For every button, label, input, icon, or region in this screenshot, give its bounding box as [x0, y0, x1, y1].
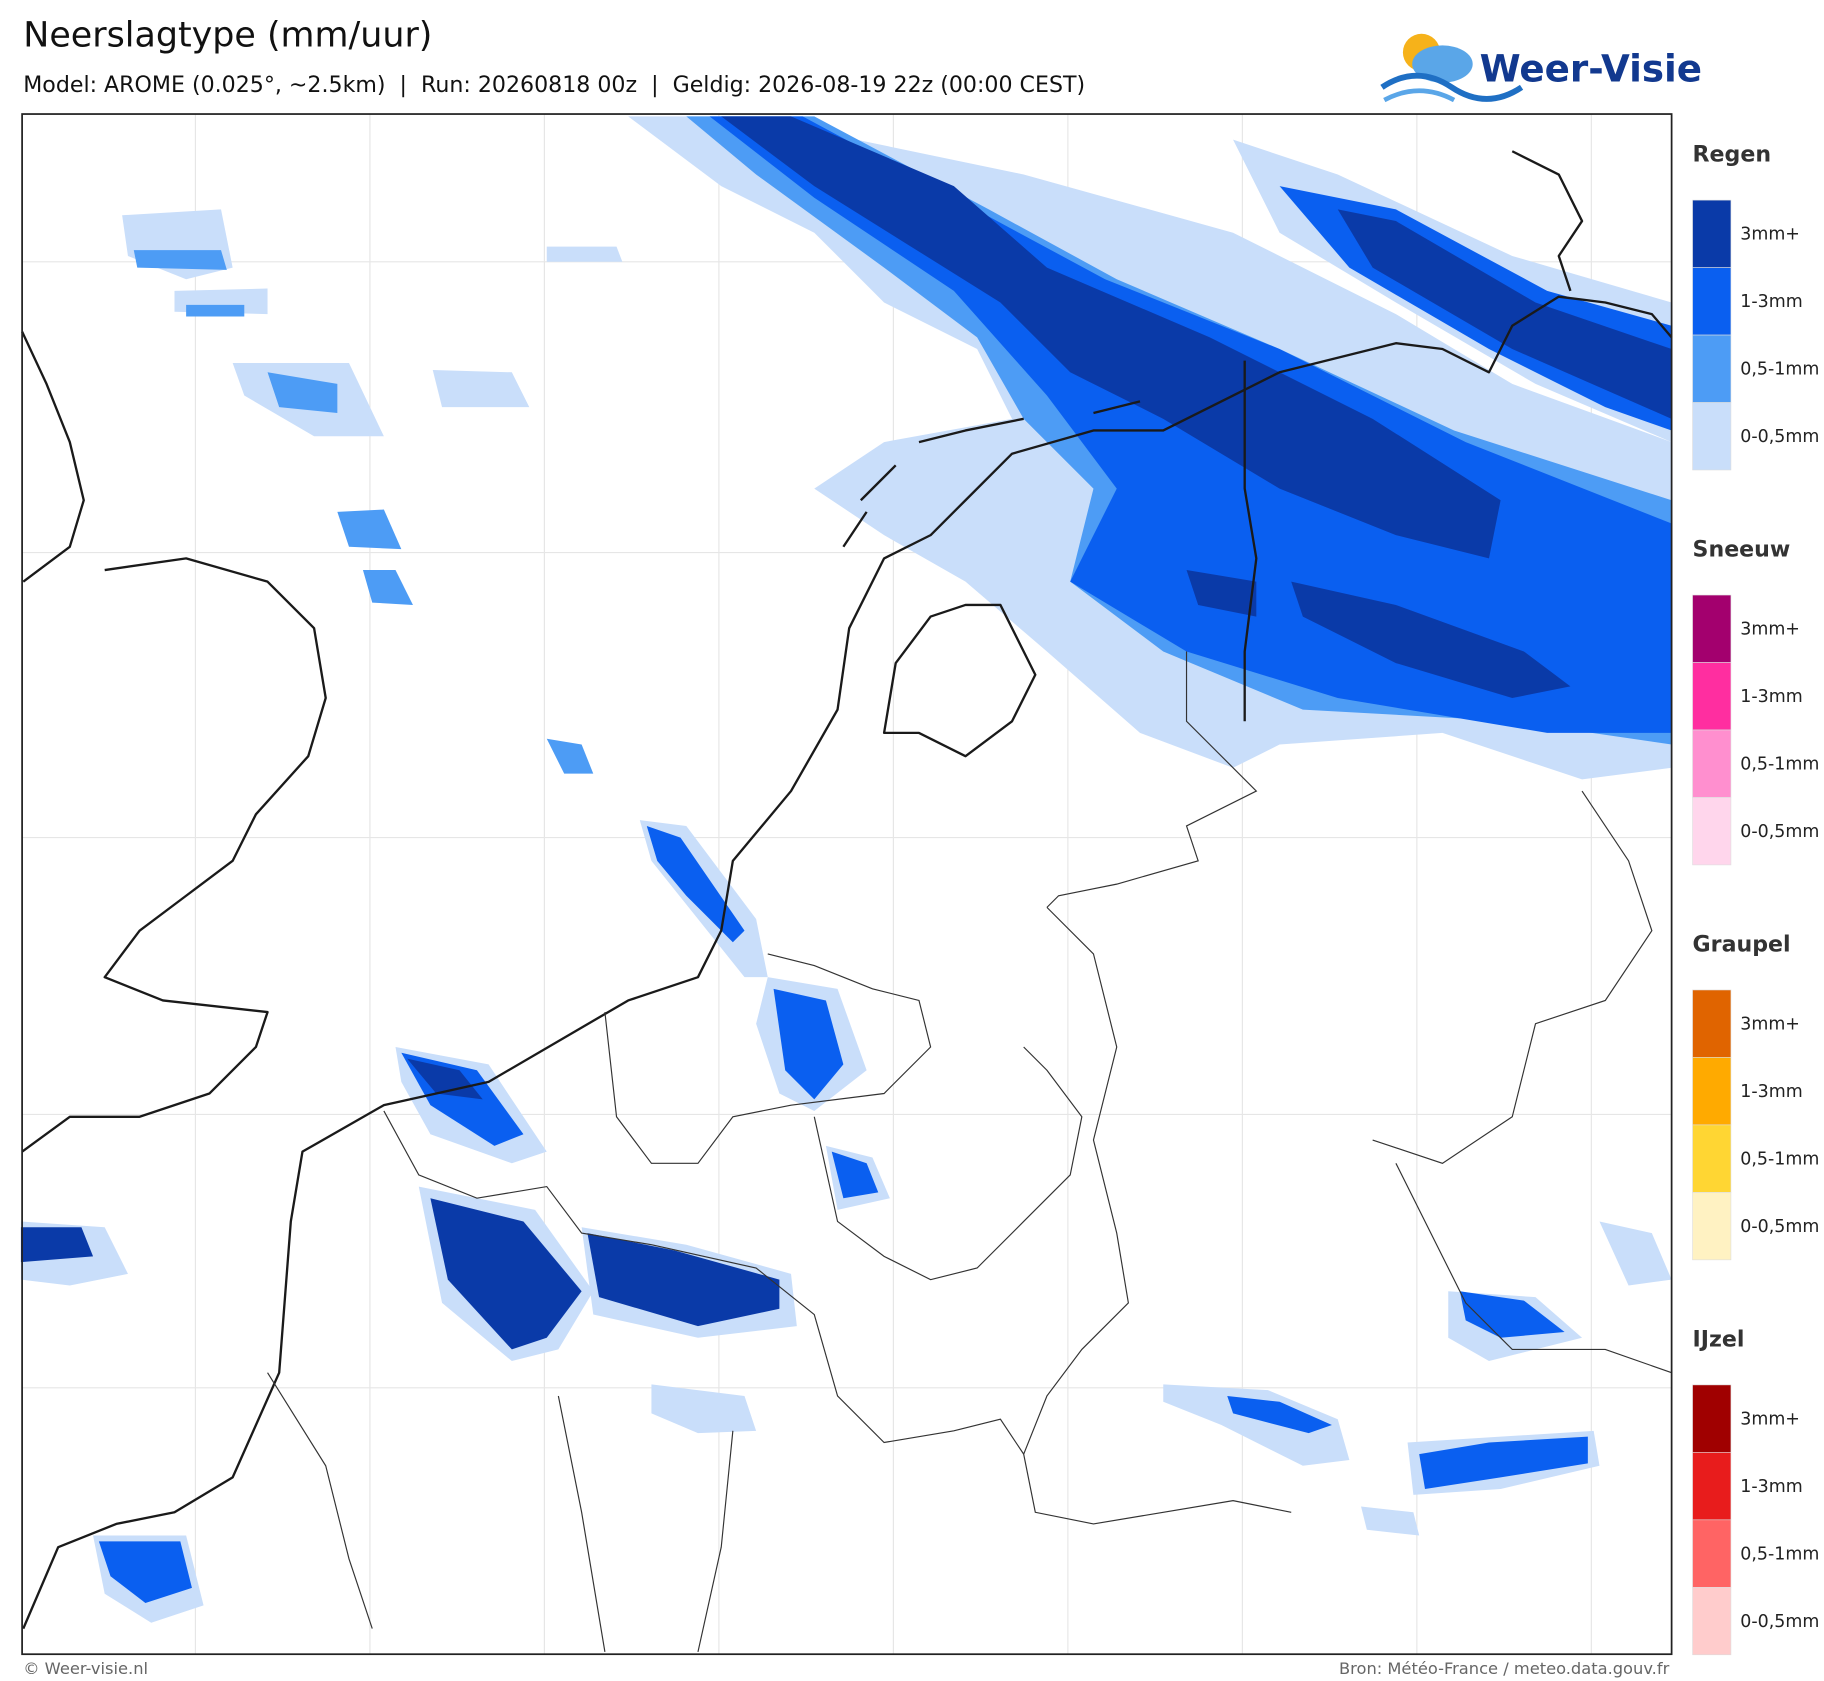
legend-label: 0-0,5mm — [1740, 822, 1819, 842]
legend-label: 1-3mm — [1740, 1477, 1802, 1497]
legend-swatch — [1692, 1384, 1732, 1453]
precipitation — [20, 116, 1672, 1623]
legend-swatch — [1692, 1519, 1732, 1588]
legend-title: Graupel — [1693, 932, 1791, 958]
legend-label: 0,5-1mm — [1740, 755, 1819, 775]
legend-swatch — [1692, 1057, 1732, 1126]
borders — [267, 651, 1672, 1653]
legend: Regen 3mm+ 1-3mm 0,5-1mm 0-0,5mm Sneeuw 3mm+ 1-… — [1692, 142, 1819, 1656]
legend-swatch — [1692, 199, 1732, 268]
legend-label: 1-3mm — [1740, 1082, 1802, 1102]
footer-right: Bron: Météo-France / meteo.data.gouv.fr — [1339, 1659, 1670, 1678]
legend-label: 1-3mm — [1740, 687, 1802, 707]
legend-title: Sneeuw — [1693, 537, 1791, 563]
legend-swatch — [1692, 267, 1732, 336]
footer-left: © Weer-visie.nl — [23, 1659, 148, 1678]
legend-swatch — [1692, 797, 1732, 866]
legend-title: IJzel — [1693, 1327, 1745, 1353]
legend-swatch — [1692, 662, 1732, 731]
coastlines — [21, 150, 1673, 1630]
legend-label: 0-0,5mm — [1740, 427, 1819, 447]
legend-label: 0,5-1mm — [1740, 360, 1819, 380]
legend-swatch — [1692, 1192, 1732, 1261]
legend-label: 0-0,5mm — [1740, 1612, 1819, 1632]
title: Neerslagtype (mm/uur) — [23, 16, 432, 56]
logo-text: Weer-Visie — [1480, 46, 1702, 90]
legend-swatch — [1692, 1124, 1732, 1193]
subtitle: Model: AROME (0.025°, ~2.5km) | Run: 202… — [23, 72, 1085, 98]
legend-swatch — [1692, 729, 1732, 798]
legend-title: Regen — [1693, 142, 1772, 168]
legend-label: 0-0,5mm — [1740, 1217, 1819, 1237]
legend-label: 3mm+ — [1740, 225, 1800, 245]
map-frame — [21, 113, 1673, 1656]
map — [20, 113, 1673, 1656]
legend-label: 1-3mm — [1740, 292, 1802, 312]
legend-label: 0,5-1mm — [1740, 1544, 1819, 1564]
legend-label: 3mm+ — [1740, 1015, 1800, 1035]
legend-label: 3mm+ — [1740, 1409, 1800, 1429]
legend-swatch — [1692, 334, 1732, 403]
legend-swatch — [1692, 989, 1732, 1058]
legend-label: 0,5-1mm — [1740, 1149, 1819, 1169]
legend-swatch — [1692, 1587, 1732, 1656]
logo: Weer-Visie — [1380, 33, 1702, 103]
legend-swatch — [1692, 1452, 1732, 1521]
legend-label: 3mm+ — [1740, 620, 1800, 640]
legend-swatch — [1692, 594, 1732, 663]
legend-swatch — [1692, 402, 1732, 471]
